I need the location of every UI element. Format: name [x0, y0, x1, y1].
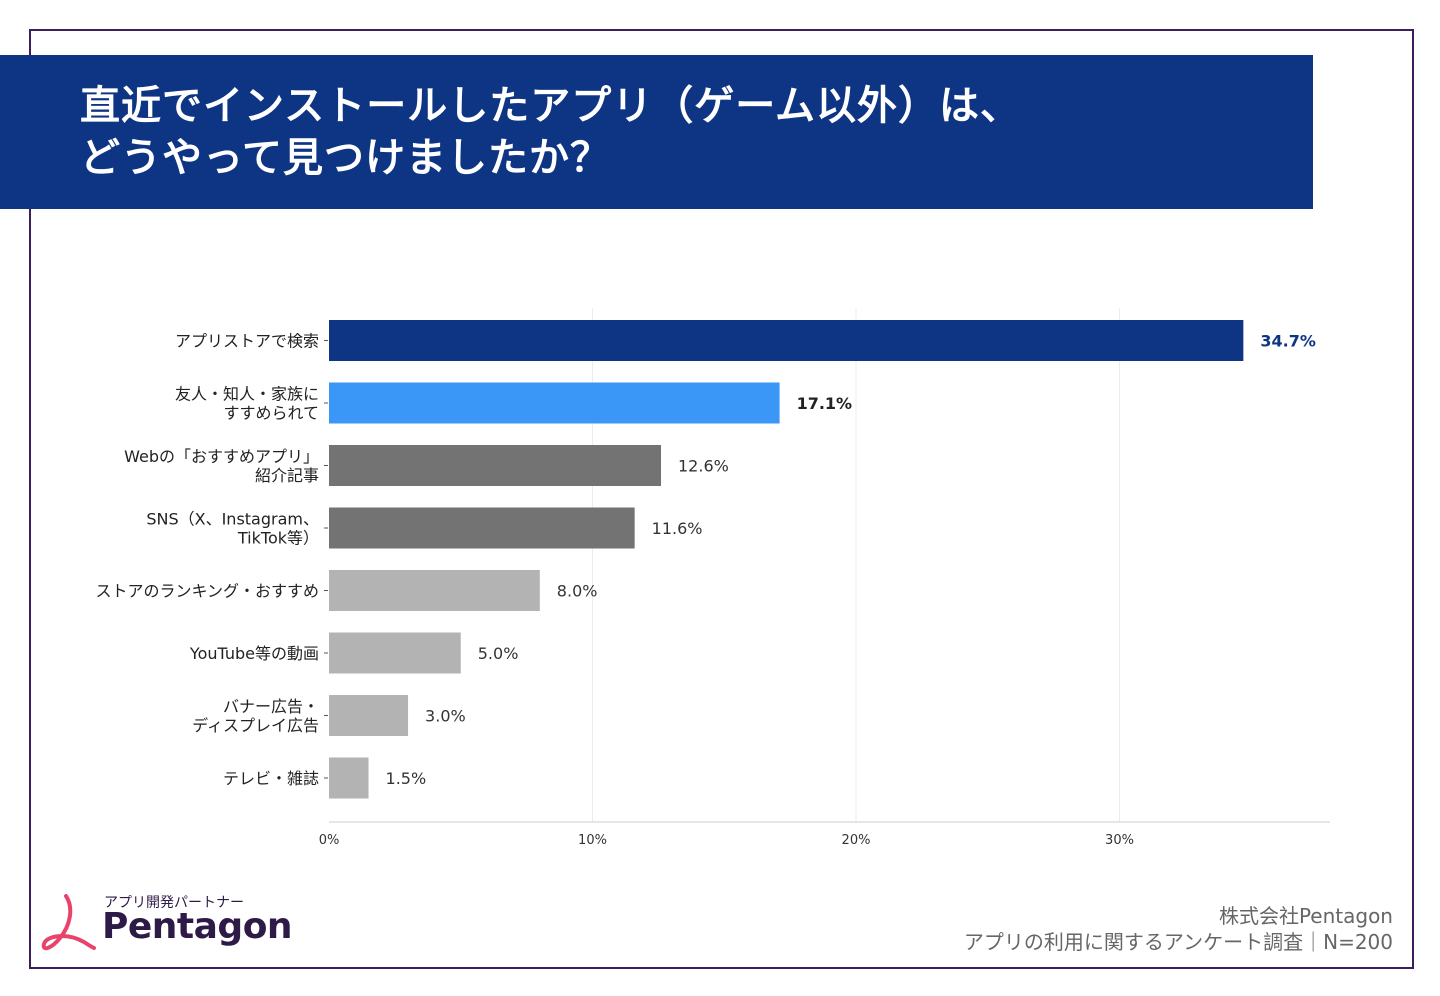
bar — [329, 507, 635, 549]
pentagon-logo-mark-icon — [41, 894, 96, 951]
page-frame — [29, 29, 1414, 969]
category-label: TikTok等） — [237, 529, 319, 548]
category-label: Webの「おすすめアプリ」 — [124, 447, 319, 466]
value-label: 5.0% — [478, 644, 519, 663]
value-label: 34.7% — [1260, 332, 1316, 351]
value-label: 11.6% — [652, 519, 703, 538]
x-tick-label: 0% — [319, 833, 340, 848]
category-label: ディスプレイ広告 — [192, 716, 319, 735]
x-tick-label: 20% — [842, 833, 871, 848]
logo-name: Pentagon — [102, 906, 293, 947]
bar — [329, 632, 461, 674]
bar — [329, 320, 1244, 361]
category-label: SNS（X、Instagram、 — [146, 510, 319, 529]
category-label: ストアのランキング・おすすめ — [95, 582, 319, 601]
category-label: 紹介記事 — [255, 466, 319, 485]
pentagon-logo: アプリ開発パートナー Pentagon — [40, 888, 293, 958]
page-title: 直近でインストールしたアプリ（ゲーム以外）は、 どうやって見つけましたか？ — [80, 80, 1300, 184]
value-label: 8.0% — [557, 582, 598, 601]
category-label: すすめられて — [223, 404, 319, 423]
category-label: テレビ・雑誌 — [223, 769, 319, 788]
category-label: YouTube等の動画 — [189, 644, 319, 663]
bar — [329, 757, 369, 799]
value-label: 17.1% — [797, 394, 853, 413]
value-label: 12.6% — [678, 457, 729, 476]
category-label: アプリストアで検索 — [175, 332, 319, 351]
title-line-1: 直近でインストールしたアプリ（ゲーム以外）は、 — [80, 83, 1021, 129]
footer-credits: 株式会社Pentagon アプリの利用に関するアンケート調査｜N=200 — [964, 903, 1393, 955]
logo-tagline: アプリ開発パートナー — [104, 895, 244, 911]
footer-company: 株式会社Pentagon — [1218, 904, 1393, 928]
value-label: 3.0% — [425, 707, 466, 726]
footer-survey: アプリの利用に関するアンケート調査｜N=200 — [963, 930, 1393, 954]
x-tick-label: 30% — [1105, 833, 1134, 848]
value-label: 1.5% — [386, 769, 427, 788]
title-banner — [0, 55, 1313, 209]
bar — [329, 570, 540, 611]
bar — [329, 695, 409, 736]
bar — [329, 382, 780, 424]
bar — [329, 445, 662, 486]
category-label: バナー広告・ — [223, 697, 319, 716]
title-line-2: どうやって見つけましたか？ — [80, 135, 611, 181]
x-tick-label: 10% — [578, 833, 607, 848]
category-label: 友人・知人・家族に — [175, 385, 319, 404]
